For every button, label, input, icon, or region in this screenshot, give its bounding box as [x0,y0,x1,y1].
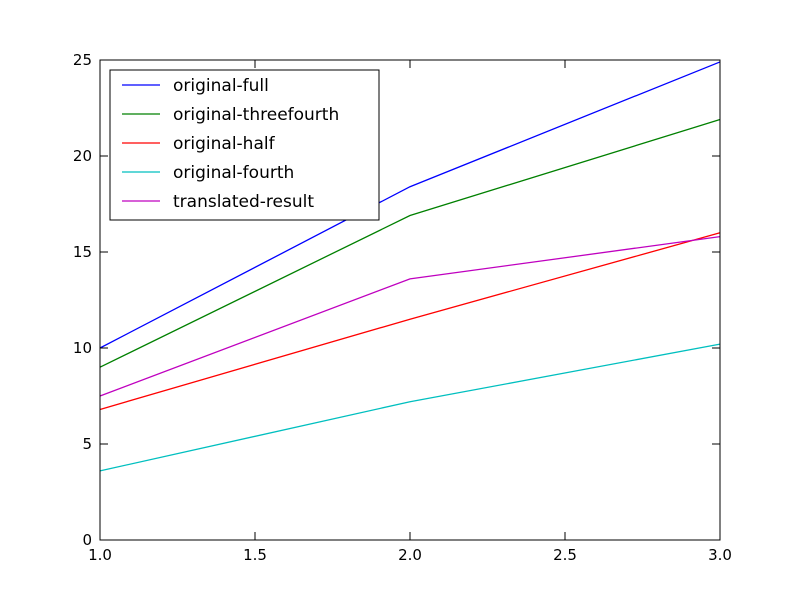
y-tick-label: 10 [73,339,92,357]
ticks-layer: 1.0 1.5 2.0 2.5 3.0 0 5 10 15 20 25 [73,51,732,564]
series-line-original-fourth [99,343,721,472]
legend-label-original-full: original-full [173,76,269,96]
legend-label-original-half: original-half [173,134,276,154]
y-tick-label: 25 [73,51,92,69]
x-tick-label: 3.0 [708,546,732,564]
y-tick-label: 15 [73,243,92,261]
series-layer [99,61,721,472]
legend: original-full original-threefourth origina… [109,69,380,221]
x-tick-label: 2.0 [398,546,422,564]
legend-label-original-fourth: original-fourth [173,163,294,183]
y-tick-label: 5 [82,435,92,453]
x-tick-label: 1.0 [88,546,112,564]
legend-label-translated-result: translated-result [173,192,314,212]
series-line-translated-result [99,235,721,397]
x-tick-label: 2.5 [553,546,577,564]
legend-box [109,69,380,221]
y-tick-label: 20 [73,147,92,165]
legend-label-original-threefourth: original-threefourth [173,105,339,125]
series-line-original-full [99,61,721,349]
series-line-original-half [99,232,721,411]
y-tick-label: 0 [82,531,92,549]
series-line-original-threefourth [99,118,721,368]
x-tick-label: 1.5 [243,546,267,564]
